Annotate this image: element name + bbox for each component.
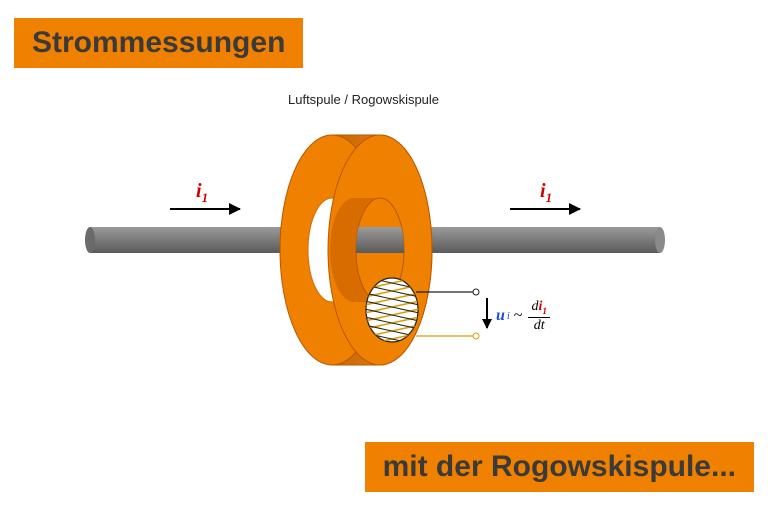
current-label-right: i1 — [540, 180, 552, 206]
title-bottom-text: mit der Rogowskispule... — [383, 450, 736, 483]
current-label-left: i1 — [196, 180, 208, 206]
output-formula: ui ~ di1 dt — [496, 300, 550, 333]
output-voltage-arrow — [486, 298, 488, 328]
title-banner-bottom: mit der Rogowskispule... — [365, 442, 754, 492]
current-arrow-right — [510, 208, 580, 210]
rogowski-diagram — [0, 0, 768, 512]
current-arrow-left — [170, 208, 240, 210]
